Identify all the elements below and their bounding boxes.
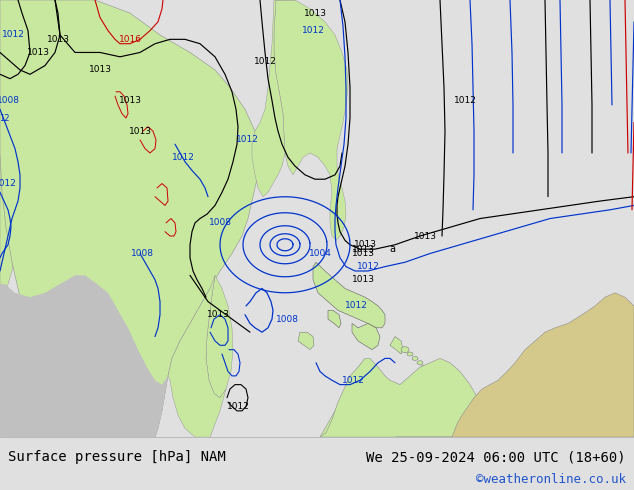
Text: 1013: 1013 — [27, 48, 49, 57]
Text: 1012: 1012 — [236, 135, 259, 145]
Polygon shape — [407, 352, 413, 356]
Text: 1008: 1008 — [131, 249, 153, 258]
Polygon shape — [320, 358, 480, 437]
Text: 1013: 1013 — [46, 35, 70, 44]
Polygon shape — [421, 365, 427, 369]
Polygon shape — [0, 275, 168, 437]
Text: 1013: 1013 — [207, 310, 230, 319]
Text: ©weatheronline.co.uk: ©weatheronline.co.uk — [476, 472, 626, 486]
Polygon shape — [417, 361, 423, 365]
Polygon shape — [206, 275, 233, 398]
Polygon shape — [320, 363, 398, 437]
Text: 12: 12 — [0, 114, 10, 122]
Polygon shape — [313, 262, 385, 328]
Polygon shape — [390, 337, 403, 354]
Polygon shape — [298, 332, 314, 350]
Text: 1013: 1013 — [351, 275, 375, 284]
Polygon shape — [0, 0, 260, 437]
Polygon shape — [0, 289, 165, 437]
Text: 1012: 1012 — [0, 179, 16, 188]
Text: 1013: 1013 — [119, 96, 141, 105]
Text: 1012: 1012 — [172, 153, 195, 162]
Polygon shape — [0, 0, 15, 306]
Polygon shape — [401, 346, 409, 353]
Text: 1013: 1013 — [413, 231, 436, 241]
Polygon shape — [168, 275, 226, 437]
Polygon shape — [396, 293, 634, 437]
Text: 1013: 1013 — [304, 9, 327, 18]
Text: 1012: 1012 — [344, 301, 368, 311]
Text: 1013: 1013 — [129, 126, 152, 136]
Text: 1013: 1013 — [354, 240, 377, 249]
Text: 1012: 1012 — [226, 402, 249, 411]
Text: 1012: 1012 — [453, 96, 476, 105]
Polygon shape — [252, 0, 295, 196]
Text: We 25-09-2024 06:00 UTC (18+60): We 25-09-2024 06:00 UTC (18+60) — [366, 450, 626, 464]
Text: 1016: 1016 — [119, 35, 141, 44]
Polygon shape — [328, 310, 341, 328]
Text: a: a — [389, 244, 395, 254]
Polygon shape — [352, 323, 380, 350]
Text: 1013: 1013 — [351, 249, 375, 258]
Text: 1012: 1012 — [254, 57, 276, 66]
Text: 1012: 1012 — [1, 30, 25, 40]
Text: 1004: 1004 — [309, 249, 332, 258]
Text: 1012: 1012 — [356, 262, 379, 271]
Text: 1012: 1012 — [302, 26, 325, 35]
Polygon shape — [412, 356, 418, 361]
Polygon shape — [274, 0, 348, 241]
Text: 1013: 1013 — [351, 245, 375, 254]
Text: 1008: 1008 — [209, 219, 231, 227]
Text: 1012: 1012 — [342, 376, 365, 385]
Text: 1008: 1008 — [276, 315, 299, 323]
Text: 1013: 1013 — [89, 66, 112, 74]
Text: Surface pressure [hPa] NAM: Surface pressure [hPa] NAM — [8, 450, 226, 464]
Text: 1008: 1008 — [0, 96, 20, 105]
